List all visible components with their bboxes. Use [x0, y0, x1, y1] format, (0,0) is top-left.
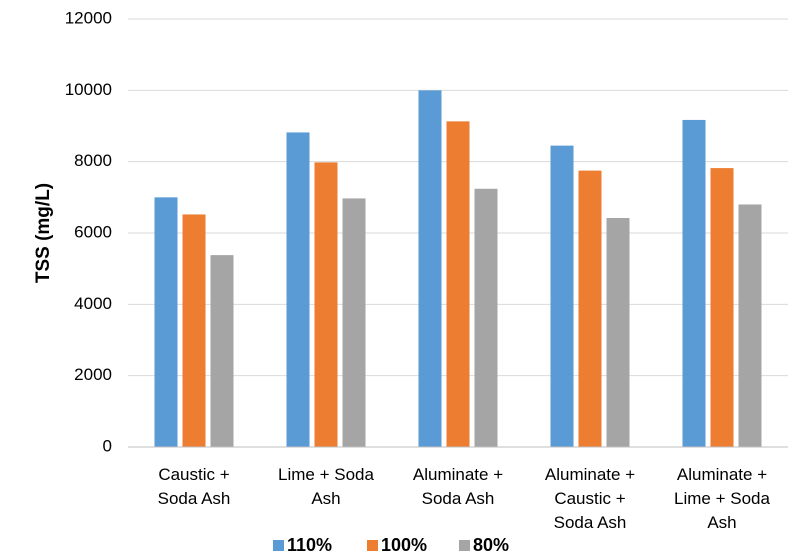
- category-label: Ash: [311, 489, 340, 508]
- bar-80pct-2: [474, 188, 498, 448]
- bars: [154, 90, 762, 448]
- legend-label: 80%: [473, 535, 509, 555]
- category-labels: Caustic + Soda Ash Lime + Soda Ash Aluminate…: [158, 465, 771, 532]
- category-label: Caustic +: [554, 489, 625, 508]
- y-tick-label: 12000: [65, 8, 112, 27]
- bar-100pct-4: [710, 168, 734, 447]
- category-label: Soda Ash: [158, 489, 231, 508]
- bar-80pct-3: [606, 218, 630, 447]
- bar-80pct-4: [738, 204, 762, 447]
- bar-110pct-1: [286, 132, 310, 448]
- y-tick-label: 8000: [74, 151, 112, 170]
- bar-80pct-0: [210, 255, 234, 447]
- bar-100pct-2: [446, 121, 470, 447]
- category-label: Aluminate +: [413, 465, 503, 484]
- category-label: Aluminate +: [677, 465, 767, 484]
- category-label: Lime + Soda: [278, 465, 374, 484]
- bar-100pct-3: [578, 170, 602, 448]
- legend: 110% 100% 80%: [273, 535, 509, 555]
- category-label: Caustic +: [158, 465, 229, 484]
- bar-100pct-1: [314, 162, 338, 447]
- bar-110pct-4: [682, 119, 706, 447]
- bar-80pct-1: [342, 198, 366, 447]
- category-label: Soda Ash: [422, 489, 495, 508]
- y-tick-label: 2000: [74, 365, 112, 384]
- legend-label: 110%: [287, 535, 332, 555]
- bar-100pct-0: [182, 214, 206, 447]
- bar-110pct-3: [550, 145, 574, 447]
- y-axis-ticks: 0 2000 4000 6000 8000 10000 12000: [65, 8, 112, 455]
- y-axis-label: TSS (mg/L): [33, 183, 54, 283]
- y-tick-label: 10000: [65, 80, 112, 99]
- y-tick-label: 6000: [74, 222, 112, 241]
- legend-label: 100%: [381, 535, 427, 555]
- legend-swatch-80pct: [459, 540, 470, 551]
- legend-swatch-110pct: [273, 540, 284, 551]
- category-label: Soda Ash: [554, 513, 627, 532]
- y-tick-label: 0: [103, 436, 112, 455]
- category-label: Aluminate +: [545, 465, 635, 484]
- bar-110pct-0: [154, 197, 178, 447]
- bar-110pct-2: [418, 90, 442, 447]
- legend-swatch-100pct: [367, 540, 378, 551]
- category-label: Lime + Soda: [674, 489, 770, 508]
- category-label: Ash: [707, 513, 736, 532]
- y-tick-label: 4000: [74, 294, 112, 313]
